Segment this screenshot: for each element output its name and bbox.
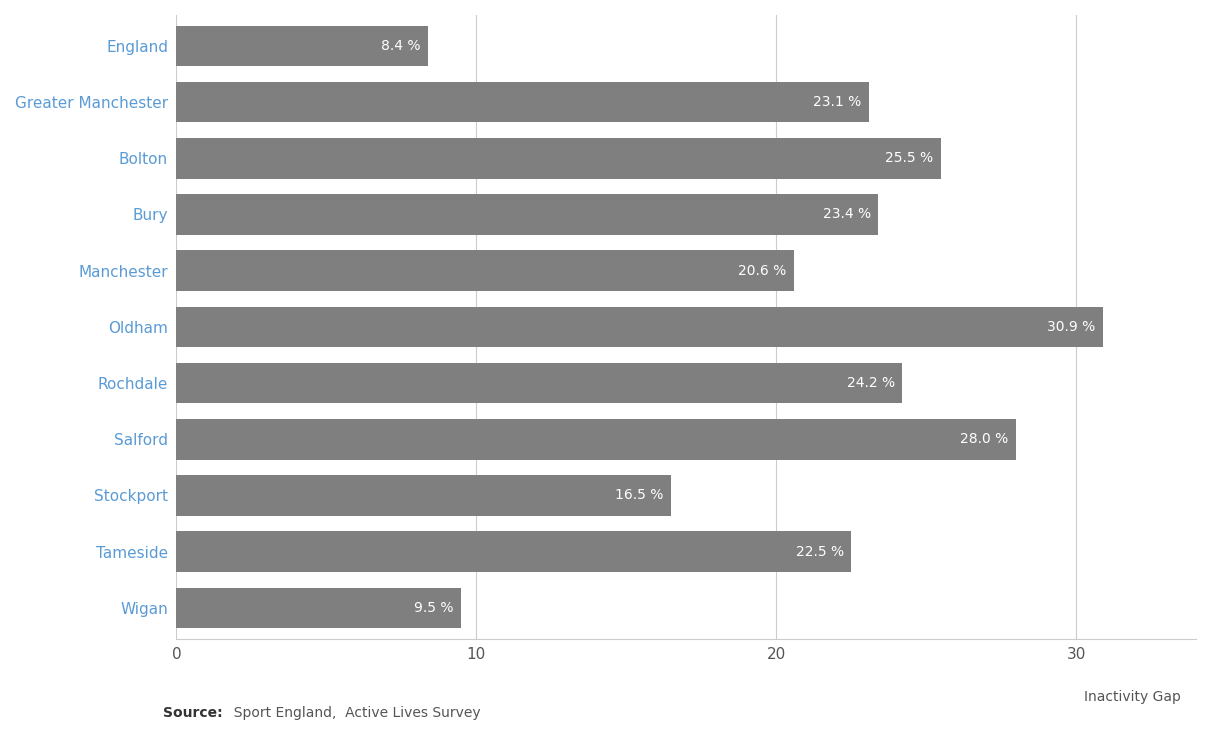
- Text: 22.5 %: 22.5 %: [796, 545, 844, 559]
- Text: 25.5 %: 25.5 %: [885, 152, 934, 166]
- Bar: [177, 194, 878, 235]
- Text: 24.2 %: 24.2 %: [846, 376, 895, 390]
- Bar: [177, 363, 902, 403]
- Bar: [177, 307, 1103, 347]
- Text: 23.1 %: 23.1 %: [814, 95, 862, 109]
- Text: Inactivity Gap: Inactivity Gap: [1084, 690, 1181, 704]
- Text: 16.5 %: 16.5 %: [615, 489, 664, 503]
- Text: 20.6 %: 20.6 %: [739, 263, 787, 277]
- Text: 8.4 %: 8.4 %: [381, 39, 421, 53]
- Text: 28.0 %: 28.0 %: [960, 432, 1009, 446]
- Text: Source:: Source:: [163, 706, 223, 720]
- Bar: [177, 531, 851, 572]
- Bar: [177, 82, 869, 122]
- Bar: [177, 419, 1016, 459]
- Bar: [177, 26, 429, 66]
- Bar: [177, 138, 941, 179]
- Bar: [177, 475, 671, 516]
- Text: 30.9 %: 30.9 %: [1048, 320, 1096, 334]
- Text: 23.4 %: 23.4 %: [822, 208, 871, 222]
- Bar: [177, 587, 461, 628]
- Text: 9.5 %: 9.5 %: [414, 601, 454, 615]
- Text: Sport England,  Active Lives Survey: Sport England, Active Lives Survey: [225, 706, 481, 720]
- Bar: [177, 250, 794, 291]
